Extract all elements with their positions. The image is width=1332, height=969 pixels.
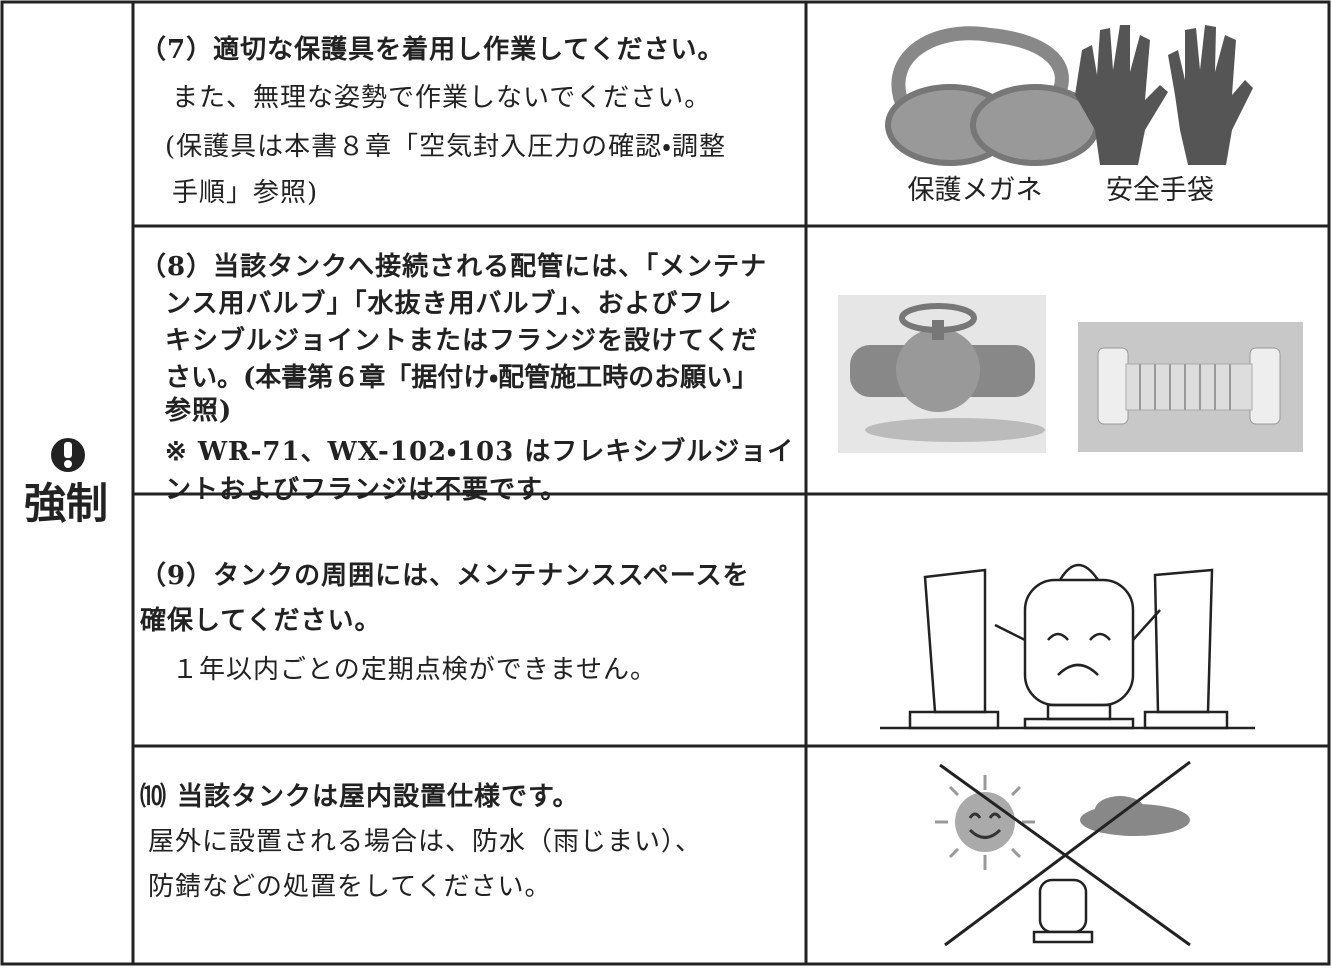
text-line: （7）適切な保護具を着用し作業してください。 <box>140 35 725 65</box>
text-line: (保護具は本書８章「空気封入圧力の確認・調整 <box>165 132 726 162</box>
text-line: キシブルジョイントまたはフランジを設けてくだ <box>165 326 759 356</box>
text-line: ントおよびフランジは不要です。 <box>165 475 568 505</box>
gloves-illustration <box>1075 25 1253 165</box>
text-line: ⑽ 当該タンクは屋内設置仕様です。 <box>140 782 580 812</box>
flexible-joint-illustration <box>1078 322 1303 452</box>
text-line: １年以内ごとの定期点検ができません。 <box>172 655 657 685</box>
text-line: 確保してください。 <box>140 606 382 636</box>
text-line: ※ WR-71、WX-102・103 はフレキシブルジョイ <box>165 437 795 467</box>
compulsory-label: 強制 <box>23 479 108 528</box>
tank-space-illustration <box>880 563 1255 730</box>
text-line: 屋外に設置される場合は、防水（雨じまい）、 <box>148 827 703 857</box>
text-line: ンス用バルブ」「水抜き用バルブ」、およびフレ <box>165 289 733 319</box>
outdoor-illustration <box>935 760 1191 947</box>
text-line: （9）タンクの周囲には、メンテナンススペースを <box>140 561 750 591</box>
text-line: 参照) <box>165 396 233 426</box>
caption: 保護メガネ <box>907 175 1043 206</box>
text-line: また、無理な姿勢で作業しないでください。 <box>172 83 712 113</box>
caption: 安全手袋 <box>1106 175 1214 206</box>
text-line: （8）当該タンクへ接続される配管には、「メンテナ <box>140 252 768 282</box>
goggles-illustration <box>885 26 1100 166</box>
valve-illustration <box>838 295 1046 453</box>
text-line: さい。(本書第６章「据付け・配管施工時のお願い」 <box>165 363 759 393</box>
text-line: 手順」参照) <box>172 178 319 208</box>
text-line: 防錆などの処置をしてください。 <box>148 872 552 902</box>
